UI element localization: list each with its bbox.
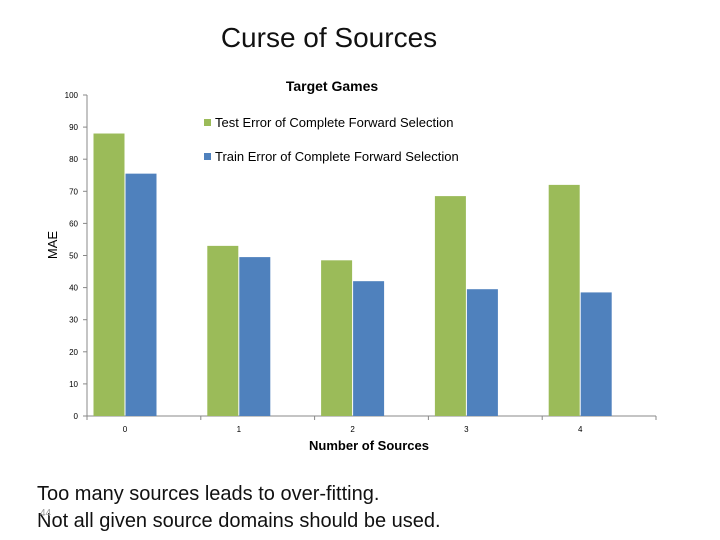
y-tick-label: 100 xyxy=(65,91,79,100)
legend-label-test: Test Error of Complete Forward Selection xyxy=(215,115,453,130)
x-tick-label: 1 xyxy=(237,425,242,434)
y-tick-label: 0 xyxy=(74,412,79,421)
x-tick-label: 0 xyxy=(123,425,128,434)
y-axis-label: MAE xyxy=(45,231,60,260)
test-error-bar xyxy=(434,196,466,416)
caption-line-2: Not all given source domains should be u… xyxy=(37,510,441,532)
caption-line-1: Too many sources leads to over-fitting. xyxy=(37,483,380,505)
y-tick-label: 20 xyxy=(69,348,78,357)
y-tick-label: 40 xyxy=(69,284,78,293)
slide-number: 44 xyxy=(40,508,52,519)
y-tick-label: 30 xyxy=(69,316,78,325)
test-error-bar xyxy=(207,245,239,416)
train-error-bar xyxy=(580,292,612,416)
train-error-bar xyxy=(239,257,271,416)
legend-swatch-test xyxy=(204,119,211,126)
y-tick-label: 90 xyxy=(69,123,78,132)
legend-swatch-train xyxy=(204,153,211,160)
slide-title: Curse of Sources xyxy=(220,22,438,53)
test-error-bar xyxy=(321,260,353,416)
y-tick-label: 50 xyxy=(69,252,78,261)
train-error-bar xyxy=(353,281,385,416)
y-tick-label: 10 xyxy=(69,380,78,389)
x-axis-label: Number of Sources xyxy=(309,438,429,453)
y-tick-label: 80 xyxy=(69,155,78,164)
x-tick-label: 4 xyxy=(578,425,583,434)
x-tick-label: 3 xyxy=(464,425,469,434)
train-error-bar xyxy=(466,289,498,416)
test-error-bar xyxy=(548,184,580,416)
legend: Test Error of Complete Forward Selection… xyxy=(204,115,459,164)
y-tick-label: 70 xyxy=(69,187,78,196)
chart-title: Target Games xyxy=(286,78,379,94)
train-error-bar xyxy=(125,173,157,416)
caption: Too many sources leads to over-fitting. … xyxy=(37,481,441,535)
test-error-bar xyxy=(93,133,125,416)
legend-label-train: Train Error of Complete Forward Selectio… xyxy=(215,149,459,164)
x-tick-label: 2 xyxy=(350,425,355,434)
y-tick-label: 60 xyxy=(69,219,78,228)
